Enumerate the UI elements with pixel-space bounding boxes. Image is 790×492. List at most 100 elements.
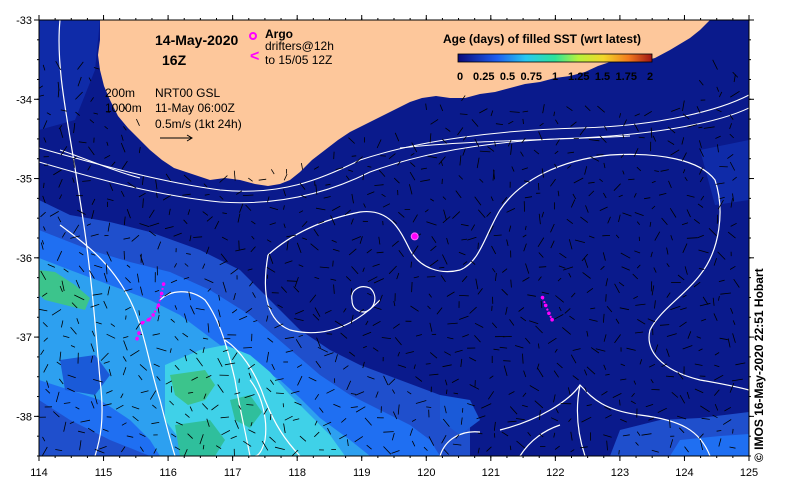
- current-vector: [115, 404, 124, 410]
- current-vector: [727, 338, 731, 348]
- current-vector: [443, 449, 449, 455]
- current-vector: [103, 300, 108, 309]
- current-vector: [508, 225, 512, 232]
- drifter-position: [159, 291, 164, 296]
- current-vector: [397, 404, 400, 415]
- current-vector: [121, 134, 124, 141]
- current-vector: [314, 393, 320, 400]
- current-vector: [120, 446, 126, 453]
- current-vector: [455, 190, 462, 199]
- current-vector: [518, 307, 525, 312]
- current-vector: [106, 198, 114, 201]
- current-vector: [459, 113, 468, 115]
- current-vector: [323, 421, 332, 427]
- current-vector: [647, 318, 656, 323]
- current-vector: [40, 242, 44, 250]
- current-vector: [622, 434, 630, 437]
- current-vector: [355, 406, 366, 413]
- current-vector: [559, 252, 567, 259]
- current-vector: [285, 350, 294, 353]
- current-vector: [660, 169, 669, 172]
- current-vector: [571, 292, 576, 298]
- current-vector: [203, 183, 208, 188]
- current-vector: [349, 351, 356, 357]
- current-vector: [562, 327, 571, 335]
- current-vector: [334, 354, 338, 363]
- current-vector: [388, 265, 397, 275]
- current-vector: [550, 223, 555, 233]
- current-vector: [91, 330, 95, 337]
- current-vector: [461, 238, 468, 241]
- current-vector: [588, 181, 595, 184]
- current-vector: [509, 445, 512, 451]
- current-vector: [566, 106, 573, 112]
- current-vector: [58, 178, 63, 188]
- current-vector: [633, 193, 637, 198]
- lat-label: -36: [16, 253, 32, 265]
- drifter-symbol-icon: <: [250, 48, 259, 65]
- current-vector: [411, 142, 418, 153]
- current-vector: [350, 393, 357, 395]
- current-vector: [234, 392, 241, 395]
- current-vector: [366, 444, 372, 450]
- current-vector: [588, 139, 600, 142]
- current-vector: [570, 354, 577, 364]
- current-vector: [573, 177, 584, 184]
- current-vector: [123, 288, 133, 292]
- current-vector: [522, 118, 524, 125]
- current-vector: [618, 214, 621, 223]
- current-vector: [284, 415, 293, 421]
- current-vector: [90, 253, 96, 256]
- current-vector: [452, 211, 461, 219]
- current-vector: [405, 351, 414, 354]
- current-vector: [364, 417, 372, 426]
- current-vector: [666, 333, 677, 337]
- current-vector: [508, 391, 515, 395]
- current-vector: [585, 205, 589, 213]
- current-vector: [108, 368, 112, 377]
- current-vector: [425, 103, 427, 110]
- current-vector: [650, 127, 653, 138]
- current-vector: [467, 403, 475, 407]
- current-vector: [614, 334, 621, 344]
- current-vector: [156, 347, 167, 352]
- current-vector: [268, 253, 274, 264]
- current-vector: [538, 266, 547, 268]
- drifter-position: [547, 311, 551, 316]
- current-vector: [43, 364, 49, 373]
- current-vector: [479, 108, 488, 114]
- current-vector: [138, 374, 143, 381]
- current-vector: [557, 277, 562, 282]
- current-vector: [298, 264, 304, 267]
- current-vector: [687, 124, 698, 128]
- current-vector: [727, 153, 734, 159]
- current-vector: [40, 270, 47, 280]
- current-vector: [72, 156, 78, 160]
- current-vector: [174, 263, 177, 268]
- current-vector: [175, 421, 183, 426]
- current-vector: [641, 433, 652, 436]
- bathymetry-contours: [39, 94, 749, 204]
- current-vector: [382, 203, 391, 208]
- current-vector: [539, 122, 544, 127]
- current-vector: [636, 264, 641, 269]
- current-vector: [713, 257, 717, 266]
- current-vector: [605, 294, 607, 302]
- current-vector: [696, 106, 701, 113]
- current-vector: [554, 150, 559, 155]
- current-vector: [584, 387, 587, 393]
- current-vector: [45, 388, 51, 394]
- current-vector: [61, 320, 64, 328]
- current-vector: [634, 113, 640, 117]
- current-vector: [619, 399, 621, 406]
- current-vector: [106, 390, 113, 394]
- current-vector: [427, 155, 438, 159]
- age-legend-tick: 0.25: [473, 71, 494, 83]
- current-vector: [553, 370, 559, 378]
- current-vector: [183, 219, 188, 225]
- current-vector: [682, 169, 686, 174]
- current-vector: [219, 195, 224, 200]
- current-vector: [53, 411, 60, 418]
- current-vector: [220, 416, 230, 419]
- current-vector: [410, 261, 412, 268]
